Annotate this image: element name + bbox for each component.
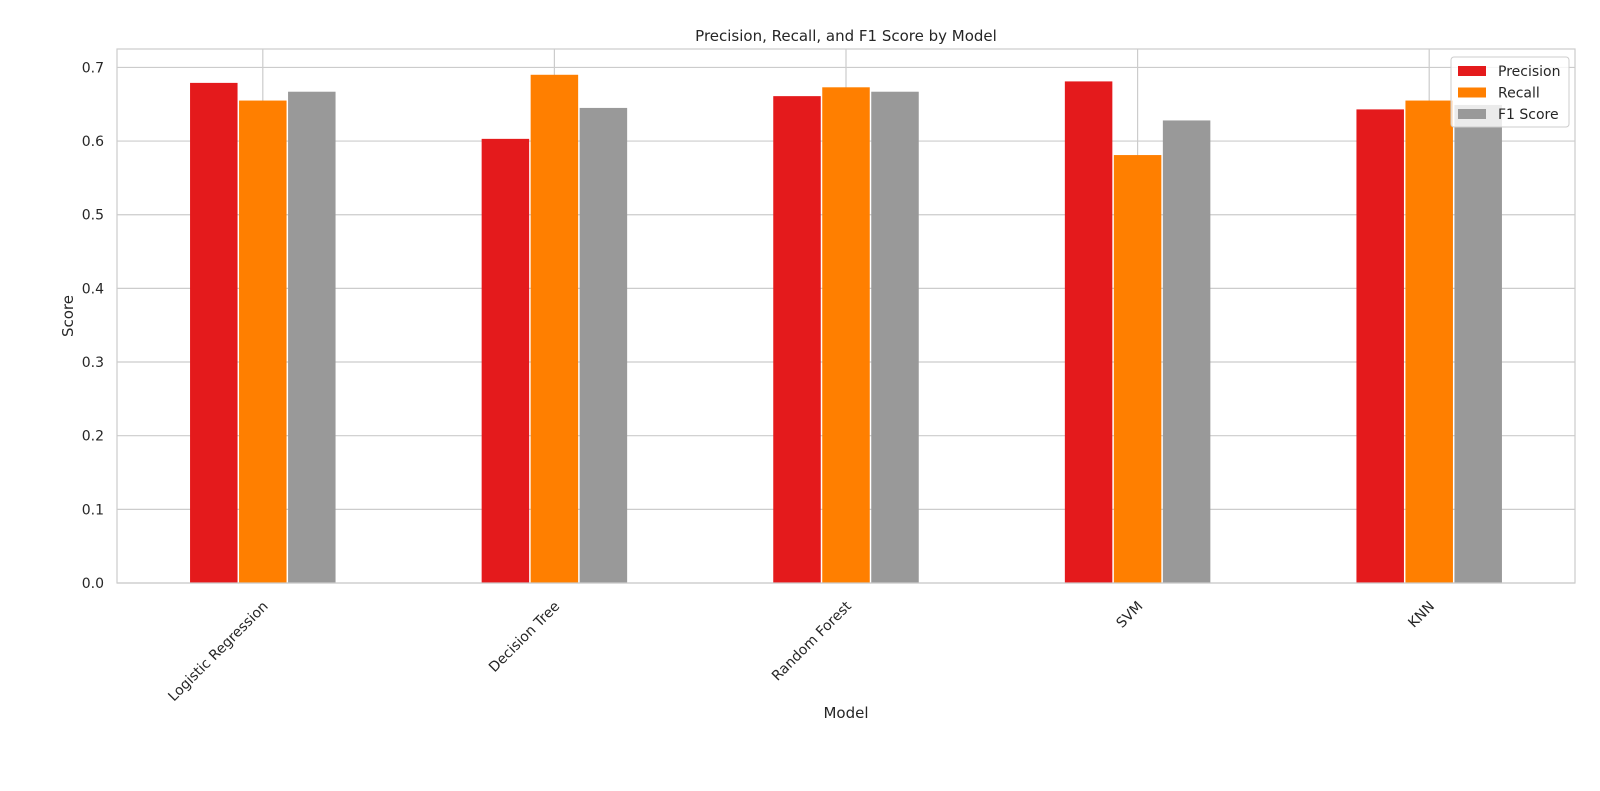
bar-precision	[773, 96, 821, 583]
y-tick-label: 0.0	[82, 576, 104, 592]
bar-precision	[1356, 109, 1404, 583]
bar-precision	[190, 82, 238, 583]
bar-f1-score	[1162, 120, 1211, 583]
y-tick-label: 0.4	[82, 281, 104, 297]
bar-recall	[1113, 155, 1162, 583]
bar-f1-score	[288, 91, 336, 583]
bar-recall	[239, 100, 287, 583]
bar-f1-score	[579, 107, 628, 584]
y-tick-label: 0.5	[82, 208, 104, 224]
bar-recall	[530, 74, 579, 584]
y-tick-label: 0.6	[82, 134, 104, 150]
legend-swatch	[1458, 66, 1486, 76]
bar-recall	[1405, 100, 1453, 583]
legend-label: Recall	[1498, 86, 1540, 102]
legend-label: F1 Score	[1498, 107, 1559, 123]
chart-title: Precision, Recall, and F1 Score by Model	[695, 27, 997, 45]
y-tick-label: 0.7	[82, 60, 104, 76]
plot-frame	[116, 48, 1576, 584]
legend-swatch	[1458, 87, 1486, 98]
y-tick-labels: 0.0 0.1 0.2 0.3 0.4 0.5 0.6 0.7	[82, 60, 104, 592]
bar-f1-score	[1454, 104, 1502, 583]
bar-precision	[481, 138, 530, 583]
bar-precision	[1064, 81, 1113, 584]
bars	[190, 74, 1502, 584]
x-axis-title: Model	[823, 704, 868, 722]
y-axis-title: Score	[59, 295, 77, 337]
legend-label: Precision	[1498, 64, 1560, 80]
bar-recall	[822, 87, 870, 583]
legend-swatch	[1458, 109, 1486, 119]
legend: Precision Recall F1 Score	[1450, 56, 1570, 128]
y-tick-label: 0.1	[82, 502, 104, 518]
bar-f1-score	[871, 91, 919, 583]
y-tick-label: 0.2	[82, 429, 104, 445]
y-tick-label: 0.3	[82, 355, 104, 371]
